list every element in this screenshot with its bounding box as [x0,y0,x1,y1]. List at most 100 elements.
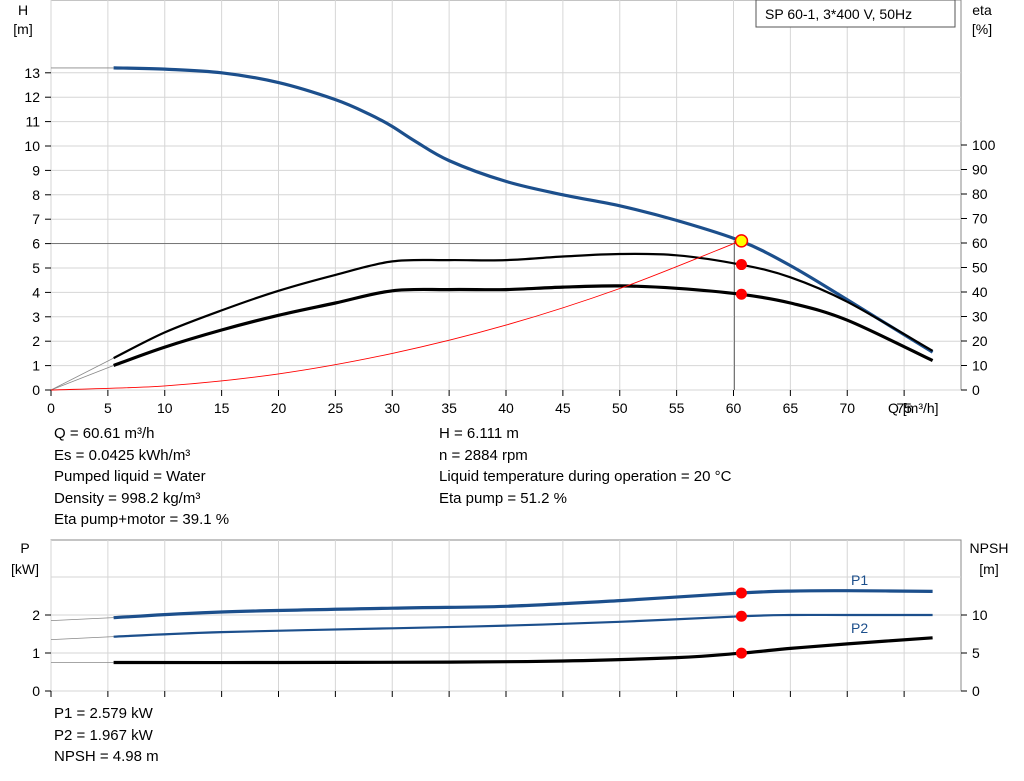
x-tick-label: 0 [47,400,55,416]
x-tick-label: 65 [783,400,799,416]
y-left-tick-label: 5 [32,260,40,276]
info-eta-pump: Eta pump = 51.2 % [439,489,567,507]
x-tick-label: 15 [214,400,230,416]
p2-series-label: P2 [851,620,868,636]
top-ticks: 0 5 10 15 20 25 30 35 40 45 50 55 60 65 70 750123456789… [24,65,995,416]
info-density: Density = 998.2 kg/m³ [54,489,201,507]
series-p1 [113,589,933,620]
y-right-axis-unit-pct: [%] [972,21,992,37]
operating-point-p2 [735,610,747,622]
top-grid [50,0,961,391]
y-left-tick-label: 1 [32,358,40,374]
info-specific-energy: Es = 0.0425 kWh/m³ [54,446,191,464]
y-right-tick-label: 50 [972,260,988,276]
info-left-block: Q = 60.61 m³/h Es = 0.0425 kWh/m³ Pumped… [54,423,229,531]
x-tick-label: 60 [726,400,742,416]
info-pumped-liquid: Pumped liquid = Water [54,468,206,485]
bottom-y-right-tick-label: 5 [972,645,980,661]
x-tick-label: 35 [441,400,457,416]
bottom-operating-points [735,587,747,659]
bottom-series-lead-in [50,617,114,622]
y-right-axis-label-npsh: NPSH [970,540,1009,556]
bottom-y-right-tick-label: 10 [972,607,988,623]
title-frame [755,0,956,28]
series-eta-pump [113,252,934,360]
operating-point-npsh [735,647,747,659]
x-tick-label: 40 [498,400,514,416]
series-system-curve [50,240,741,391]
x-tick-label: 75 [896,400,912,416]
x-tick-label: 10 [157,400,173,416]
y-left-tick-label: 7 [32,211,40,227]
y-left-tick-label: 8 [32,187,40,203]
y-axis-unit-kw: [kW] [11,561,39,577]
y-left-tick-label: 13 [24,65,40,81]
y-right-tick-label: 40 [972,284,988,300]
x-tick-label: 70 [839,400,855,416]
y-right-tick-label: 0 [972,382,980,398]
power-npsh-chart: 0 1 2 0 5 10 P [kW] NPSH [m] P1 P2 [11,539,1009,699]
y-right-tick-label: 70 [972,211,988,227]
y-left-tick-label: 12 [24,89,40,105]
y-right-tick-label: 30 [972,309,988,325]
y-right-tick-label: 100 [972,137,996,153]
info-eta-pump-motor: Eta pump+motor = 39.1 % [54,511,230,528]
info-right-block: H = 6.111 m n = 2884 rpm Liquid temperat… [439,423,731,509]
y-right-tick-label: 10 [972,358,988,374]
series-eta-pump-motor [113,284,934,368]
y-right-tick-label: 60 [972,235,988,251]
y-left-tick-label: 11 [25,114,40,130]
y-axis-label-p: P [20,540,29,556]
info-p2: P2 = 1.967 kW [54,726,153,744]
x-axis-label: Q [m³/h] [888,400,939,416]
y-right-tick-label: 90 [972,162,988,178]
info-npsh: NPSH = 4.98 m [54,748,159,765]
operating-point-eta-pump-motor [735,288,747,300]
series-p2 [113,613,933,638]
x-tick-label: 50 [612,400,628,416]
y-right-axis-label-eta: eta [972,2,992,18]
x-tick-label: 45 [555,400,571,416]
y-axis-unit-m: [m] [13,21,32,37]
series-npsh [113,636,933,665]
operating-point-eta-pump [735,259,747,271]
chart-title-box: SP 60-1, 3*400 V, 50Hz [755,0,956,28]
y-axis-label-h: H [18,2,28,18]
p1-series-label: P1 [851,572,868,588]
top-series [50,66,934,391]
info-p1: P1 = 2.579 kW [54,705,153,722]
info-flow: Q = 60.61 m³/h [54,425,155,442]
y-left-tick-label: 4 [32,284,40,300]
top-operating-points [734,234,749,300]
y-left-tick-label: 0 [32,382,40,398]
bottom-y-left-tick-label: 1 [32,645,40,661]
y-left-tick-label: 6 [32,236,40,252]
head-efficiency-chart: 0 5 10 15 20 25 30 35 40 45 50 55 60 65 70 750123456789… [13,0,996,416]
bottom-y-right-tick-label: 0 [972,683,980,699]
y-right-tick-label: 20 [972,333,988,349]
x-tick-label: 30 [384,400,400,416]
y-left-tick-label: 9 [32,162,40,178]
bottom-y-left-tick-label: 0 [32,683,40,699]
bottom-series-lead-in [50,636,114,641]
info-liquid-temperature: Liquid temperature during operation = 20… [439,468,732,485]
info-bottom-block: P1 = 2.579 kW P2 = 1.967 kW NPSH = 4.98 … [54,703,159,768]
operating-point-p1 [735,587,747,599]
x-tick-label: 5 [104,400,112,416]
y-left-tick-label: 2 [32,333,40,349]
chart-title: SP 60-1, 3*400 V, 50Hz [765,6,912,22]
info-head: H = 6.111 m [439,425,519,442]
y-right-axis-unit-m: [m] [979,561,998,577]
y-right-tick-label: 80 [972,186,988,202]
y-left-tick-label: 3 [32,309,40,325]
info-speed: n = 2884 rpm [439,446,528,464]
series-lead-in [50,365,114,391]
bottom-ticks: 0 1 2 0 5 10 [32,607,988,699]
operating-point-head [734,234,749,248]
bottom-y-left-tick-label: 2 [32,607,40,623]
x-tick-label: 55 [669,400,685,416]
series-head [113,66,934,354]
y-left-tick-label: 10 [24,138,40,154]
x-tick-label: 20 [271,400,287,416]
